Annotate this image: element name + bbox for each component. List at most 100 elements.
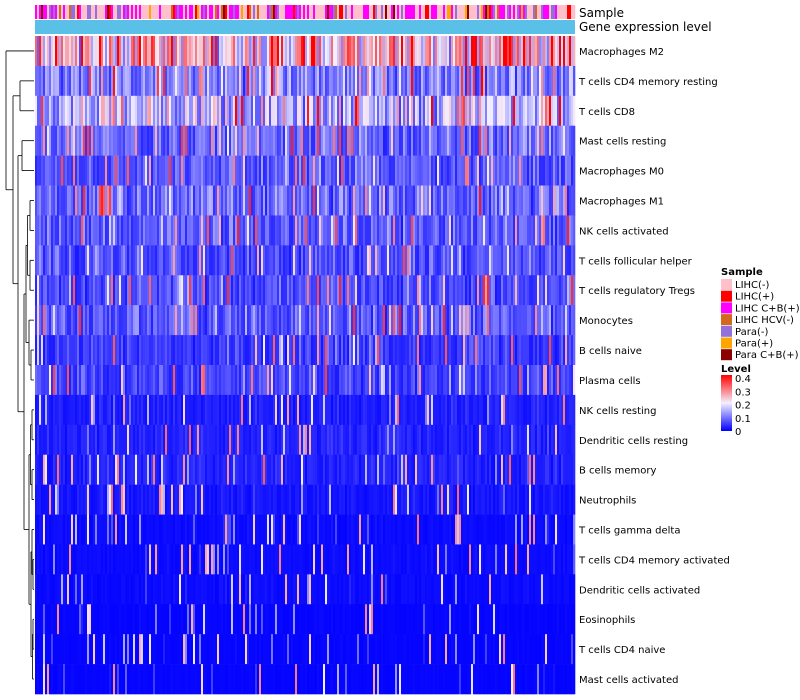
heatmap-cell [573,185,576,216]
heatmap-cell [335,245,338,276]
heatmap-cell [559,65,562,97]
heatmap-cell [101,305,104,336]
heatmap-cell [215,275,218,306]
heatmap-cell [35,185,38,216]
sample-annotation-cell [401,5,404,19]
heatmap-cell [119,215,122,246]
heatmap-cell [369,36,372,67]
heatmap-cell [407,484,410,515]
heatmap-cell [181,514,184,545]
heatmap-cell [449,484,452,515]
heatmap-cell [101,245,104,276]
heatmap-cell [417,424,420,456]
heatmap-cell [425,36,428,67]
heatmap-cell [507,484,510,515]
heatmap-cell [519,394,522,426]
heatmap-cell [171,275,174,306]
heatmap-cell [99,544,102,575]
heatmap-cell [187,125,190,156]
heatmap-cell [467,155,470,186]
sample-annotation-cell [125,5,128,19]
heatmap-cell [385,365,388,396]
heatmap-cell [227,514,230,545]
heatmap-cell [357,305,360,336]
heatmap-cell [73,95,76,127]
heatmap-cell [75,484,78,515]
heatmap-cell [297,275,300,306]
heatmap-cell [217,305,220,336]
heatmap-cell [447,454,450,485]
heatmap-cell [471,424,474,456]
heatmap-cell [385,65,388,97]
heatmap-cell [557,514,560,545]
heatmap-cell [483,335,486,366]
heatmap-cell [455,394,458,426]
heatmap-cell [359,185,362,216]
heatmap-cell [283,245,286,276]
heatmap-cell [333,454,336,485]
heatmap-cell [231,36,234,67]
heatmap-cell [425,454,428,485]
heatmap-cell [453,484,456,515]
heatmap-cell [351,65,354,97]
heatmap-cell [399,185,402,216]
heatmap-cell [359,215,362,246]
heatmap-cell [339,335,342,366]
heatmap-cell [39,215,42,246]
heatmap-cell [371,185,374,216]
heatmap-cell [471,65,474,97]
heatmap-cell [511,125,514,156]
heatmap-cell [455,95,458,127]
heatmap-cell [303,484,306,515]
heatmap-cell [335,394,338,426]
heatmap-cell [239,394,242,426]
heatmap-cell [321,185,324,216]
heatmap-cell [79,36,82,67]
heatmap-cell [143,36,146,67]
heatmap-cell [173,155,176,186]
heatmap-cell [441,36,444,67]
heatmap-cell [541,365,544,396]
heatmap-cell [249,394,252,426]
heatmap-cell [61,36,64,67]
heatmap-cell [115,95,118,127]
heatmap-cell [327,65,330,97]
heatmap-cell [73,544,76,575]
heatmap-cell [73,65,76,97]
heatmap-cell [155,514,158,545]
heatmap-cell [191,275,194,306]
heatmap-cell [127,185,130,216]
heatmap-cell [453,335,456,366]
sample-annotation-cell [479,5,482,19]
heatmap-cell [227,394,230,426]
heatmap-cell [81,65,84,97]
heatmap-cell [187,454,190,485]
heatmap-row [35,514,576,545]
heatmap-cell [469,514,472,545]
heatmap-cell [245,514,248,545]
heatmap-cell [121,275,124,306]
heatmap-cell [263,454,266,485]
heatmap-cell [517,95,520,127]
heatmap-cell [547,365,550,396]
heatmap-cell [125,305,128,336]
heatmap-cell [439,275,442,306]
heatmap-cell [43,514,46,545]
heatmap-cell [269,394,272,426]
heatmap-cell [325,245,328,276]
heatmap-cell [409,245,412,276]
heatmap-cell [469,185,472,216]
heatmap-cell [267,484,270,515]
heatmap-cell [175,215,178,246]
heatmap-cell [559,36,562,67]
heatmap-cell [459,36,462,67]
heatmap-cell [303,335,306,366]
heatmap-cell [387,36,390,67]
heatmap-cell [381,514,384,545]
heatmap-cell [525,185,528,216]
heatmap-cell [499,394,502,426]
heatmap-cell [119,394,122,426]
heatmap-cell [317,245,320,276]
heatmap-cell [171,185,174,216]
